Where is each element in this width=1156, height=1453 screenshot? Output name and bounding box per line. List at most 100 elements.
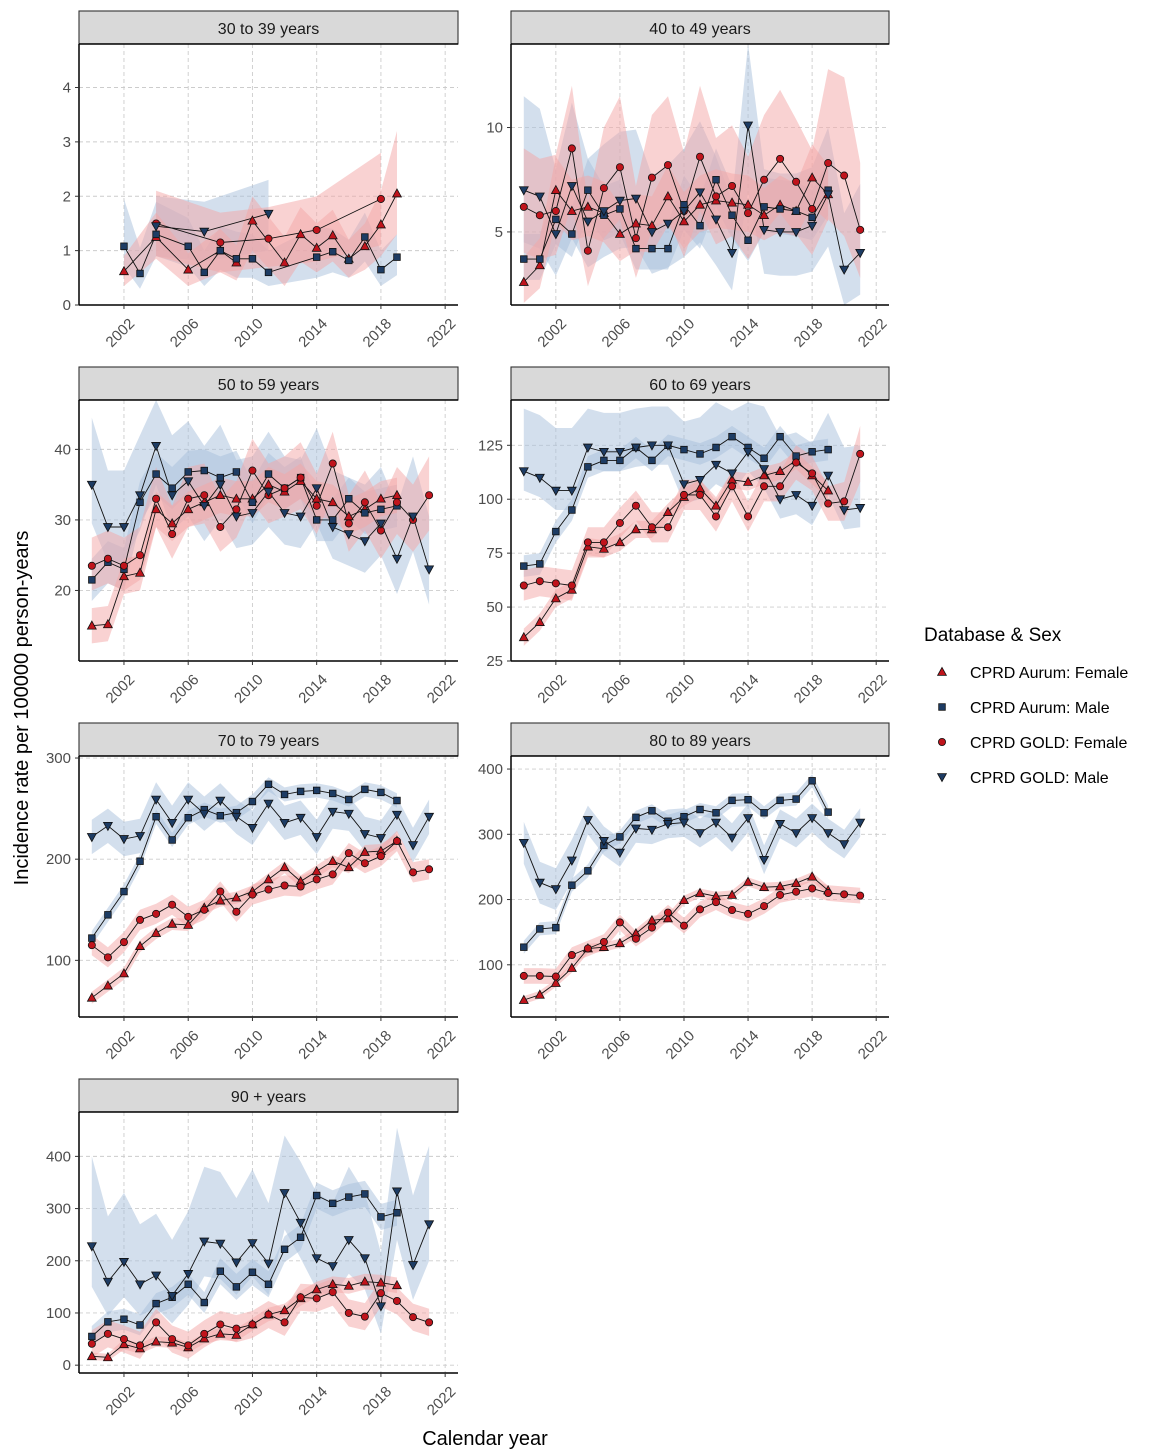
facet-title: 80 to 89 years	[649, 733, 750, 750]
y-tick-label: 50	[486, 599, 503, 616]
data-point-aurum_f	[775, 465, 786, 475]
data-point-gold_m	[407, 512, 419, 522]
data-point-gold_f	[216, 887, 225, 896]
data-point-gold_m	[710, 460, 722, 471]
data-point-gold_f	[760, 175, 769, 184]
data-point-gold_m	[678, 207, 690, 217]
legend-title: Database & Sex	[924, 625, 1062, 646]
data-point-gold_m	[151, 795, 162, 805]
data-point-aurum_f	[758, 881, 770, 891]
data-point-gold_m	[823, 829, 834, 839]
data-point-gold_m	[407, 1261, 419, 1271]
data-point-gold_f	[663, 523, 672, 532]
data-point-aurum_m	[536, 255, 544, 263]
legend: Database & Sex CPRD Aurum: Female CPRD Au…	[924, 625, 1128, 787]
data-point-gold_f	[519, 202, 528, 211]
data-point-gold_m	[311, 833, 322, 843]
data-point-aurum_f	[247, 215, 258, 225]
ci-band-gold_m	[523, 803, 861, 910]
data-point-aurum_m	[345, 495, 353, 503]
y-tick-label: 40	[54, 441, 71, 458]
legend-item-aurum_f: CPRD Aurum: Female	[936, 665, 1128, 682]
data-point-aurum_f	[167, 918, 178, 928]
data-point-aurum_f	[134, 940, 146, 950]
data-point-aurum_f	[518, 631, 529, 642]
data-point-gold_f	[792, 177, 801, 186]
panel-4: 60 to 69 years 25 50 75 100 125 2002 2006 2010 20…	[478, 366, 890, 707]
data-point-gold_f	[425, 1318, 434, 1327]
ci-band-gold_f	[523, 69, 861, 287]
y-tick-label: 30	[54, 512, 71, 529]
legend-marker-aurum_f	[936, 666, 948, 676]
data-point-aurum_m	[152, 1299, 160, 1308]
data-point-gold_m	[742, 447, 754, 458]
x-tick-label: 2006	[167, 671, 203, 707]
data-point-gold_f	[583, 538, 592, 547]
data-point-aurum_f	[231, 493, 242, 503]
y-axis-title: Incidence rate per 100000 person-years	[11, 531, 33, 886]
data-point-gold_f	[808, 469, 817, 478]
data-point-aurum_m	[312, 1191, 321, 1200]
data-point-gold_f	[615, 163, 624, 172]
data-point-gold_m	[550, 885, 561, 895]
data-point-aurum_f	[678, 216, 690, 226]
data-point-gold_f	[663, 908, 672, 917]
y-tick-label: 1	[63, 243, 71, 260]
data-point-aurum_f	[614, 937, 625, 948]
data-point-gold_m	[134, 491, 146, 501]
data-point-gold_m	[199, 227, 210, 238]
data-point-aurum_m	[120, 242, 128, 250]
data-point-aurum_m	[696, 221, 704, 230]
data-point-aurum_m	[296, 1233, 305, 1241]
data-point-gold_m	[199, 809, 210, 820]
legend-label: CPRD GOLD: Female	[970, 735, 1127, 752]
data-point-gold_f	[152, 1318, 161, 1327]
data-point-gold_f	[599, 184, 608, 193]
data-point-aurum_f	[758, 470, 770, 480]
data-point-gold_m	[646, 441, 658, 451]
series-line-gold_f	[91, 840, 430, 958]
data-point-gold_m	[598, 837, 609, 847]
x-tick-label: 2018	[791, 671, 827, 707]
data-point-aurum_f	[311, 865, 322, 876]
y-tick-label: 20	[54, 582, 71, 599]
data-point-gold_m	[231, 512, 242, 522]
data-point-aurum_m	[568, 881, 576, 889]
data-point-aurum_f	[359, 1276, 370, 1286]
data-point-gold_f	[615, 518, 624, 527]
data-point-aurum_f	[102, 980, 113, 990]
legend-item-gold_f: CPRD GOLD: Female	[938, 735, 1127, 752]
data-point-aurum_m	[792, 452, 800, 460]
data-point-gold_f	[103, 554, 112, 563]
data-point-aurum_f	[118, 265, 130, 276]
y-tick-label: 300	[478, 826, 503, 843]
data-point-aurum_f	[343, 1280, 354, 1290]
data-point-aurum_f	[134, 567, 146, 577]
data-point-aurum_f	[151, 1336, 162, 1346]
data-point-gold_m	[807, 221, 818, 232]
data-point-gold_m	[359, 537, 370, 547]
data-point-gold_f	[264, 885, 273, 894]
data-point-aurum_f	[327, 496, 338, 507]
data-point-aurum_f	[86, 620, 97, 630]
data-point-gold_f	[599, 538, 608, 547]
data-point-gold_f	[280, 881, 289, 890]
data-point-gold_m	[855, 504, 866, 514]
data-point-gold_m	[311, 484, 322, 494]
data-point-aurum_f	[694, 199, 706, 209]
x-tick-label: 2002	[534, 1027, 570, 1063]
x-tick-label: 2002	[103, 1383, 139, 1419]
data-point-gold_f	[280, 484, 289, 493]
data-point-aurum_f	[231, 892, 242, 902]
series-line-gold_m	[523, 125, 861, 271]
data-point-aurum_m	[329, 789, 337, 798]
x-tick-label: 2018	[360, 671, 396, 707]
data-point-aurum_m	[329, 1199, 337, 1208]
data-point-aurum_f	[183, 919, 194, 929]
data-point-aurum_f	[775, 881, 786, 891]
data-point-aurum_f	[550, 593, 561, 603]
data-point-gold_f	[216, 522, 225, 531]
y-tick-label: 10	[486, 120, 503, 137]
data-point-gold_f	[535, 577, 544, 586]
data-point-aurum_m	[648, 244, 656, 253]
